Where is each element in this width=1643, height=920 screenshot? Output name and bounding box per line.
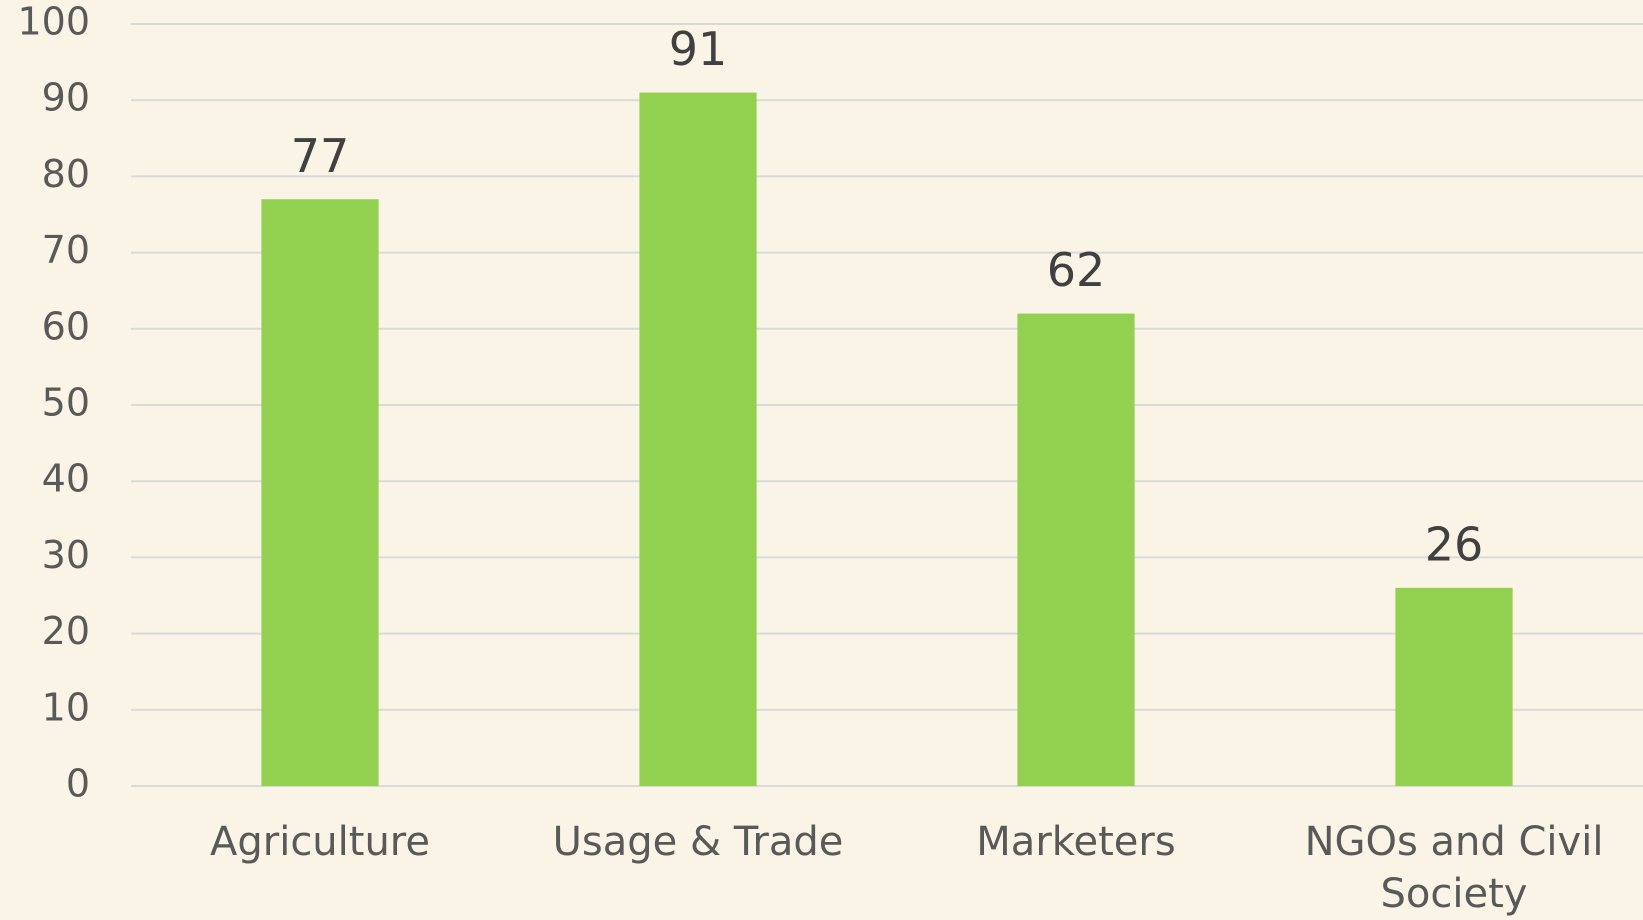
bar <box>261 199 379 786</box>
y-tick-label: 10 <box>42 685 90 729</box>
data-label: 26 <box>1425 517 1484 571</box>
y-tick-label: 70 <box>42 228 90 272</box>
x-tick-label: Agriculture <box>210 819 430 865</box>
y-tick-label: 90 <box>42 76 90 120</box>
data-label: 77 <box>291 129 350 183</box>
x-tick-label: Marketers <box>976 819 1176 865</box>
bar <box>1395 587 1513 786</box>
y-tick-label: 40 <box>42 457 90 501</box>
y-tick-label: 20 <box>42 609 90 653</box>
bar <box>639 92 757 786</box>
y-tick-label: 100 <box>17 0 90 44</box>
y-tick-label: 0 <box>66 762 90 806</box>
y-tick-label: 60 <box>42 304 90 348</box>
y-tick-label: 80 <box>42 152 90 196</box>
y-tick-label: 50 <box>42 381 90 425</box>
x-tick-label: NGOs and Civil Society <box>1304 819 1604 917</box>
data-label: 62 <box>1047 243 1106 297</box>
bar <box>1017 313 1135 786</box>
x-tick-label: Usage & Trade <box>552 819 844 865</box>
y-tick-label: 30 <box>42 533 90 577</box>
data-label: 91 <box>669 22 728 76</box>
